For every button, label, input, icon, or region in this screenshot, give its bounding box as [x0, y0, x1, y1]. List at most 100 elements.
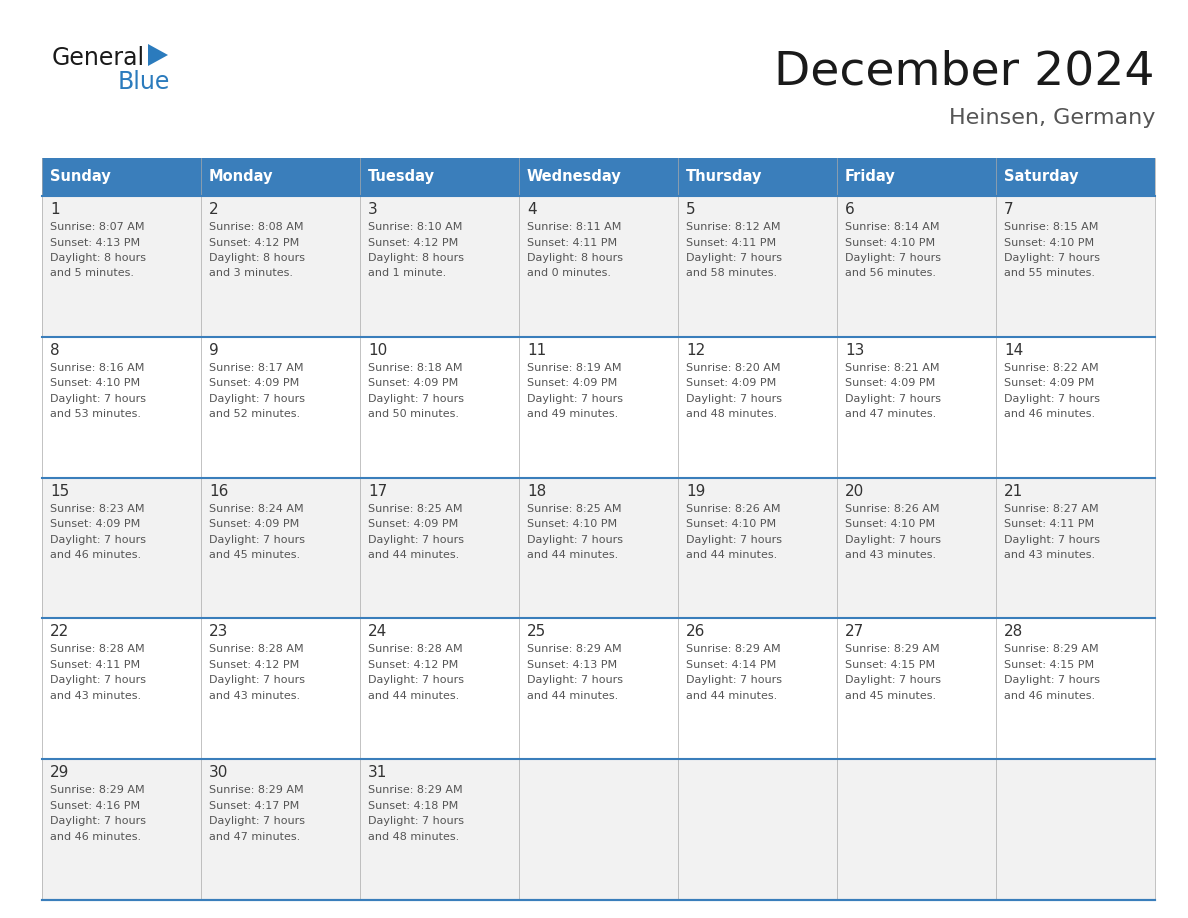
Text: Daylight: 7 hours: Daylight: 7 hours	[50, 394, 146, 404]
Text: Daylight: 7 hours: Daylight: 7 hours	[50, 676, 146, 686]
Text: 16: 16	[209, 484, 228, 498]
Text: 19: 19	[685, 484, 706, 498]
Text: Sunset: 4:15 PM: Sunset: 4:15 PM	[845, 660, 935, 670]
Text: Sunrise: 8:29 AM: Sunrise: 8:29 AM	[845, 644, 940, 655]
Text: Sunrise: 8:29 AM: Sunrise: 8:29 AM	[368, 785, 462, 795]
Text: 18: 18	[527, 484, 546, 498]
Text: Sunset: 4:09 PM: Sunset: 4:09 PM	[368, 519, 459, 529]
Text: Daylight: 7 hours: Daylight: 7 hours	[845, 253, 941, 263]
Text: Tuesday: Tuesday	[368, 170, 435, 185]
Text: Sunset: 4:09 PM: Sunset: 4:09 PM	[845, 378, 935, 388]
Text: 7: 7	[1004, 202, 1013, 217]
Text: Daylight: 8 hours: Daylight: 8 hours	[368, 253, 465, 263]
Text: and 3 minutes.: and 3 minutes.	[209, 268, 293, 278]
Text: 11: 11	[527, 342, 546, 358]
Text: Sunset: 4:17 PM: Sunset: 4:17 PM	[209, 800, 299, 811]
Bar	[42, 158, 201, 196]
Text: 8: 8	[50, 342, 59, 358]
Text: Daylight: 7 hours: Daylight: 7 hours	[685, 676, 782, 686]
Text: Daylight: 7 hours: Daylight: 7 hours	[368, 676, 465, 686]
Text: Sunrise: 8:16 AM: Sunrise: 8:16 AM	[50, 363, 145, 373]
Text: Sunrise: 8:20 AM: Sunrise: 8:20 AM	[685, 363, 781, 373]
Text: Daylight: 7 hours: Daylight: 7 hours	[368, 394, 465, 404]
Text: Sunset: 4:18 PM: Sunset: 4:18 PM	[368, 800, 459, 811]
Text: Friday: Friday	[845, 170, 896, 185]
Text: 13: 13	[845, 342, 865, 358]
Text: Sunset: 4:09 PM: Sunset: 4:09 PM	[209, 378, 299, 388]
Text: Sunset: 4:09 PM: Sunset: 4:09 PM	[368, 378, 459, 388]
Text: and 58 minutes.: and 58 minutes.	[685, 268, 777, 278]
Text: and 44 minutes.: and 44 minutes.	[685, 550, 777, 560]
Text: and 46 minutes.: and 46 minutes.	[1004, 409, 1095, 420]
Text: Sunrise: 8:29 AM: Sunrise: 8:29 AM	[685, 644, 781, 655]
Text: 17: 17	[368, 484, 387, 498]
Bar	[42, 759, 1155, 900]
Text: Daylight: 8 hours: Daylight: 8 hours	[209, 253, 305, 263]
Text: and 56 minutes.: and 56 minutes.	[845, 268, 936, 278]
Text: Sunset: 4:11 PM: Sunset: 4:11 PM	[1004, 519, 1094, 529]
Text: Sunrise: 8:19 AM: Sunrise: 8:19 AM	[527, 363, 621, 373]
Text: Daylight: 7 hours: Daylight: 7 hours	[1004, 253, 1100, 263]
Text: Thursday: Thursday	[685, 170, 763, 185]
Text: General: General	[52, 46, 145, 70]
Text: Daylight: 7 hours: Daylight: 7 hours	[209, 394, 305, 404]
Text: 20: 20	[845, 484, 864, 498]
Text: Daylight: 7 hours: Daylight: 7 hours	[209, 816, 305, 826]
Text: 10: 10	[368, 342, 387, 358]
Text: Daylight: 7 hours: Daylight: 7 hours	[527, 676, 623, 686]
Text: 22: 22	[50, 624, 69, 640]
Text: 23: 23	[209, 624, 228, 640]
Bar	[360, 158, 519, 196]
Text: Sunrise: 8:28 AM: Sunrise: 8:28 AM	[368, 644, 462, 655]
Text: and 46 minutes.: and 46 minutes.	[50, 832, 141, 842]
Text: Blue: Blue	[118, 70, 170, 94]
Bar	[42, 619, 1155, 759]
Text: Sunset: 4:12 PM: Sunset: 4:12 PM	[368, 238, 459, 248]
Text: Sunrise: 8:23 AM: Sunrise: 8:23 AM	[50, 504, 145, 513]
Text: 12: 12	[685, 342, 706, 358]
Text: Sunrise: 8:28 AM: Sunrise: 8:28 AM	[50, 644, 145, 655]
Text: and 53 minutes.: and 53 minutes.	[50, 409, 141, 420]
Text: and 52 minutes.: and 52 minutes.	[209, 409, 301, 420]
Text: 4: 4	[527, 202, 537, 217]
Text: Daylight: 7 hours: Daylight: 7 hours	[527, 534, 623, 544]
Text: Sunset: 4:10 PM: Sunset: 4:10 PM	[527, 519, 617, 529]
Text: Sunset: 4:16 PM: Sunset: 4:16 PM	[50, 800, 140, 811]
Text: Sunrise: 8:07 AM: Sunrise: 8:07 AM	[50, 222, 145, 232]
Text: Sunrise: 8:29 AM: Sunrise: 8:29 AM	[209, 785, 304, 795]
Text: Sunrise: 8:17 AM: Sunrise: 8:17 AM	[209, 363, 303, 373]
Text: Daylight: 7 hours: Daylight: 7 hours	[685, 394, 782, 404]
Text: 24: 24	[368, 624, 387, 640]
Text: and 43 minutes.: and 43 minutes.	[50, 691, 141, 701]
Text: and 44 minutes.: and 44 minutes.	[527, 691, 618, 701]
Text: and 44 minutes.: and 44 minutes.	[527, 550, 618, 560]
Text: and 46 minutes.: and 46 minutes.	[1004, 691, 1095, 701]
Bar	[42, 477, 1155, 619]
Text: Daylight: 7 hours: Daylight: 7 hours	[209, 676, 305, 686]
Text: Sunday: Sunday	[50, 170, 110, 185]
Text: and 47 minutes.: and 47 minutes.	[845, 409, 936, 420]
Text: Sunrise: 8:24 AM: Sunrise: 8:24 AM	[209, 504, 304, 513]
Text: 1: 1	[50, 202, 59, 217]
Bar	[201, 158, 360, 196]
Text: and 43 minutes.: and 43 minutes.	[1004, 550, 1095, 560]
Text: Sunrise: 8:26 AM: Sunrise: 8:26 AM	[845, 504, 940, 513]
Text: 5: 5	[685, 202, 696, 217]
Bar	[519, 158, 678, 196]
Text: Daylight: 7 hours: Daylight: 7 hours	[845, 676, 941, 686]
Text: Sunrise: 8:12 AM: Sunrise: 8:12 AM	[685, 222, 781, 232]
Text: Monday: Monday	[209, 170, 273, 185]
Text: Sunset: 4:09 PM: Sunset: 4:09 PM	[1004, 378, 1094, 388]
Text: Sunrise: 8:14 AM: Sunrise: 8:14 AM	[845, 222, 940, 232]
Text: 9: 9	[209, 342, 219, 358]
Text: Sunrise: 8:29 AM: Sunrise: 8:29 AM	[1004, 644, 1099, 655]
Text: Sunrise: 8:08 AM: Sunrise: 8:08 AM	[209, 222, 303, 232]
Text: Sunset: 4:10 PM: Sunset: 4:10 PM	[1004, 238, 1094, 248]
Text: Daylight: 7 hours: Daylight: 7 hours	[50, 534, 146, 544]
Text: Heinsen, Germany: Heinsen, Germany	[949, 108, 1155, 128]
Text: and 48 minutes.: and 48 minutes.	[368, 832, 460, 842]
Text: Sunrise: 8:22 AM: Sunrise: 8:22 AM	[1004, 363, 1099, 373]
Text: Sunset: 4:12 PM: Sunset: 4:12 PM	[368, 660, 459, 670]
Bar	[678, 158, 838, 196]
Text: Sunset: 4:10 PM: Sunset: 4:10 PM	[685, 519, 776, 529]
